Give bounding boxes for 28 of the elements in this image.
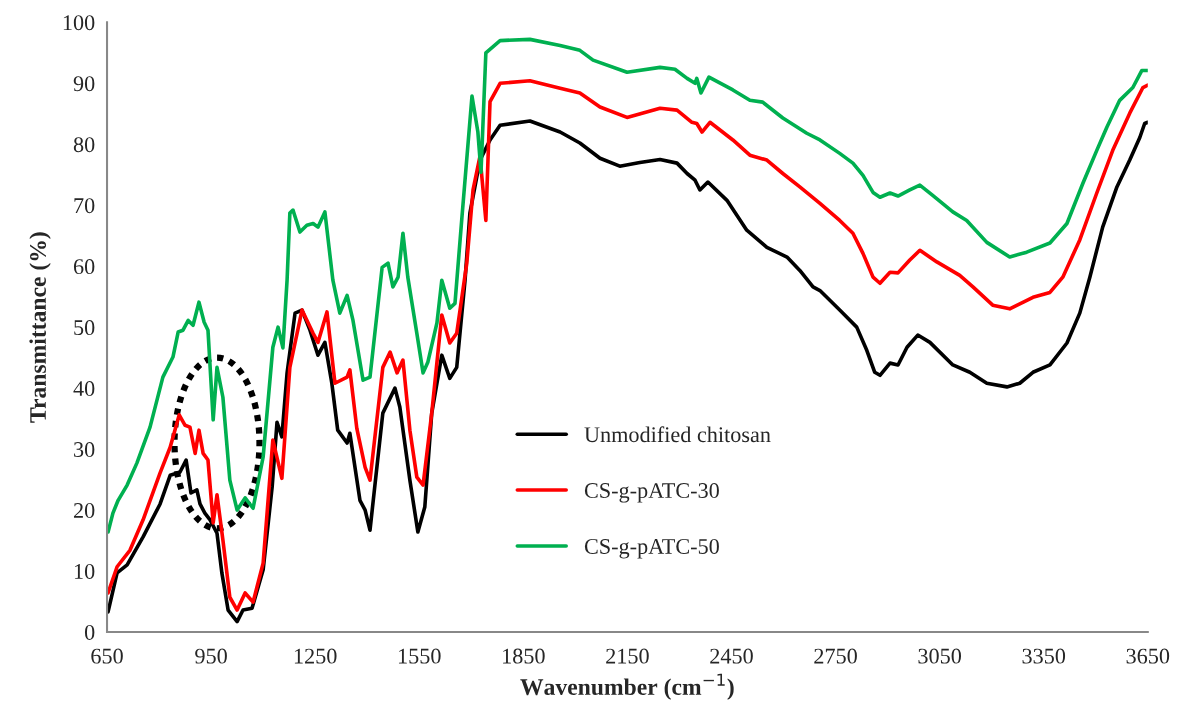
x-tick-label: 3050 <box>918 648 962 664</box>
legend-label: Unmodified chitosan <box>584 426 771 443</box>
x-tick-label: 1550 <box>398 648 441 664</box>
x-tick-label: 1850 <box>503 648 545 664</box>
x-tick-label: 3350 <box>1022 648 1066 664</box>
x-tick-label: 950 <box>195 648 227 664</box>
y-tick-label: 70 <box>74 198 95 214</box>
y-tick-label: 20 <box>73 502 95 518</box>
x-axis-title: Wavenumber (cm$^{−1}$) <box>520 673 734 700</box>
y-tick-label: 0 <box>84 624 95 640</box>
y-tick-label: 50 <box>74 320 95 336</box>
legend-label: CS-g-pATC-30 <box>584 483 719 503</box>
legend-label: CS-g-pATC-50 <box>584 538 719 559</box>
x-tick-label: 650 <box>91 648 123 664</box>
y-axis-title: Transmittance (%) <box>29 232 51 423</box>
x-tick-label: 2150 <box>606 648 649 664</box>
y-tick-label: 10 <box>74 563 95 579</box>
y-tick-label: 100 <box>63 15 95 31</box>
x-tick-label: 3650 <box>1126 648 1170 664</box>
y-tick-label: 40 <box>73 381 95 397</box>
line-series <box>107 37 1148 534</box>
y-tick-label: 80 <box>73 137 95 153</box>
x-tick-label: 1250 <box>294 648 337 664</box>
y-tick-label: 90 <box>73 76 95 92</box>
x-tick-label: 2750 <box>814 648 857 664</box>
x-tick-label: 2450 <box>710 648 753 664</box>
y-tick-label: 30 <box>74 442 95 458</box>
y-tick-label: 60 <box>73 259 95 275</box>
